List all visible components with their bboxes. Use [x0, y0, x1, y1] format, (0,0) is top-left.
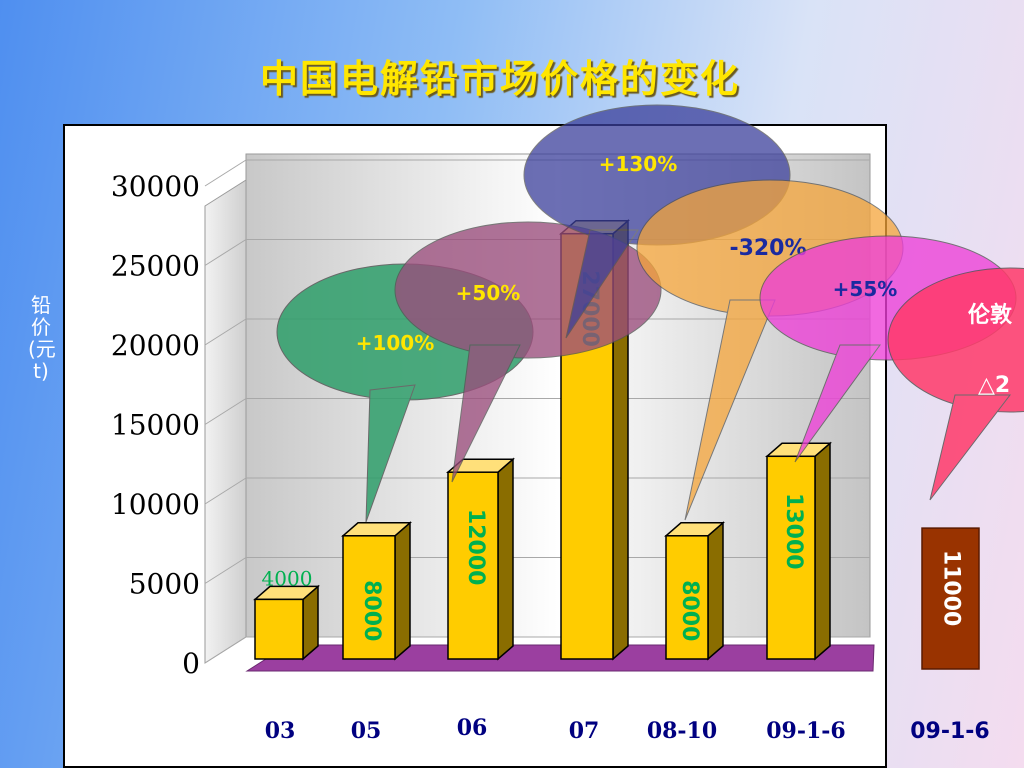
- callout: [887, 267, 1024, 501]
- bar-value-label: 4000: [262, 566, 313, 590]
- gridline-depth: [204, 159, 247, 187]
- y-tick-label: 10000: [111, 488, 200, 521]
- bar: [252, 584, 321, 661]
- bar-value-label: 8000: [359, 580, 384, 641]
- callout-bubble: [887, 267, 1024, 413]
- bar-front: [342, 535, 396, 660]
- extra-bar-category-label: 09-1-6: [910, 719, 990, 744]
- y-tick-label: 30000: [111, 170, 200, 203]
- callout-tail: [794, 344, 881, 463]
- callout-label: 伦敦: [968, 302, 1013, 328]
- bars: 400080001200027000800013000: [252, 219, 833, 661]
- bar: [445, 457, 516, 661]
- bar-front: [766, 455, 816, 660]
- y-tick-label: 0: [182, 647, 200, 680]
- bar-side: [497, 457, 514, 661]
- x-tick-label: 06: [457, 715, 488, 741]
- gridline-depth: [204, 318, 247, 346]
- y-tick-label: 25000: [111, 250, 200, 283]
- bar-side: [814, 441, 831, 661]
- bar: [340, 521, 413, 661]
- bar-front: [254, 598, 304, 660]
- callout-label: +50%: [456, 281, 521, 305]
- extra-bar-value-label: 11000: [939, 550, 964, 627]
- callout-label: +55%: [833, 277, 898, 301]
- gridline-depth: [204, 557, 247, 584]
- x-tick-label: 07: [569, 718, 600, 744]
- gridline-depth: [204, 239, 247, 266]
- bar: [764, 441, 833, 661]
- gridline-depth: [204, 477, 247, 505]
- gridline-depth: [204, 636, 247, 664]
- bar-value-label: 12000: [463, 509, 488, 586]
- callout-label: +100%: [356, 331, 435, 355]
- x-tick-labels: 03 05 06 07 08-10 09-1-6 09-1-6: [265, 715, 990, 744]
- callout-label: △2: [978, 373, 1010, 398]
- y-tick-label: 15000: [111, 409, 200, 442]
- bar-value-label: 8000: [677, 580, 702, 641]
- page-title: 中国电解铅市场价格的变化: [259, 57, 740, 101]
- bar-value-label: 13000: [781, 493, 806, 570]
- y-tick-label: 20000: [111, 329, 200, 362]
- extra-bar: [921, 527, 980, 670]
- callout-tail: [365, 384, 416, 523]
- bar-front: [447, 471, 499, 660]
- callout-label: +130%: [599, 152, 678, 176]
- callout-tail: [684, 299, 776, 521]
- callout-tail: [929, 394, 1012, 501]
- x-tick-label: 09-1-6: [766, 718, 846, 744]
- gridline-depth: [204, 398, 247, 425]
- bar-front: [665, 535, 709, 660]
- bar-side: [394, 521, 411, 661]
- x-tick-label: 05: [351, 718, 382, 744]
- bar: [663, 521, 726, 661]
- bar-side: [707, 521, 724, 661]
- y-tick-label: 5000: [129, 568, 200, 601]
- x-tick-label: 03: [265, 718, 296, 744]
- callout-tail: [565, 229, 639, 339]
- y-tick-labels: 0 5000 10000 15000 20000 25000 30000: [111, 170, 200, 680]
- y-axis-label: 铅价(元t): [28, 293, 56, 383]
- callout-tail: [451, 344, 521, 483]
- x-tick-label: 08-10: [647, 718, 717, 744]
